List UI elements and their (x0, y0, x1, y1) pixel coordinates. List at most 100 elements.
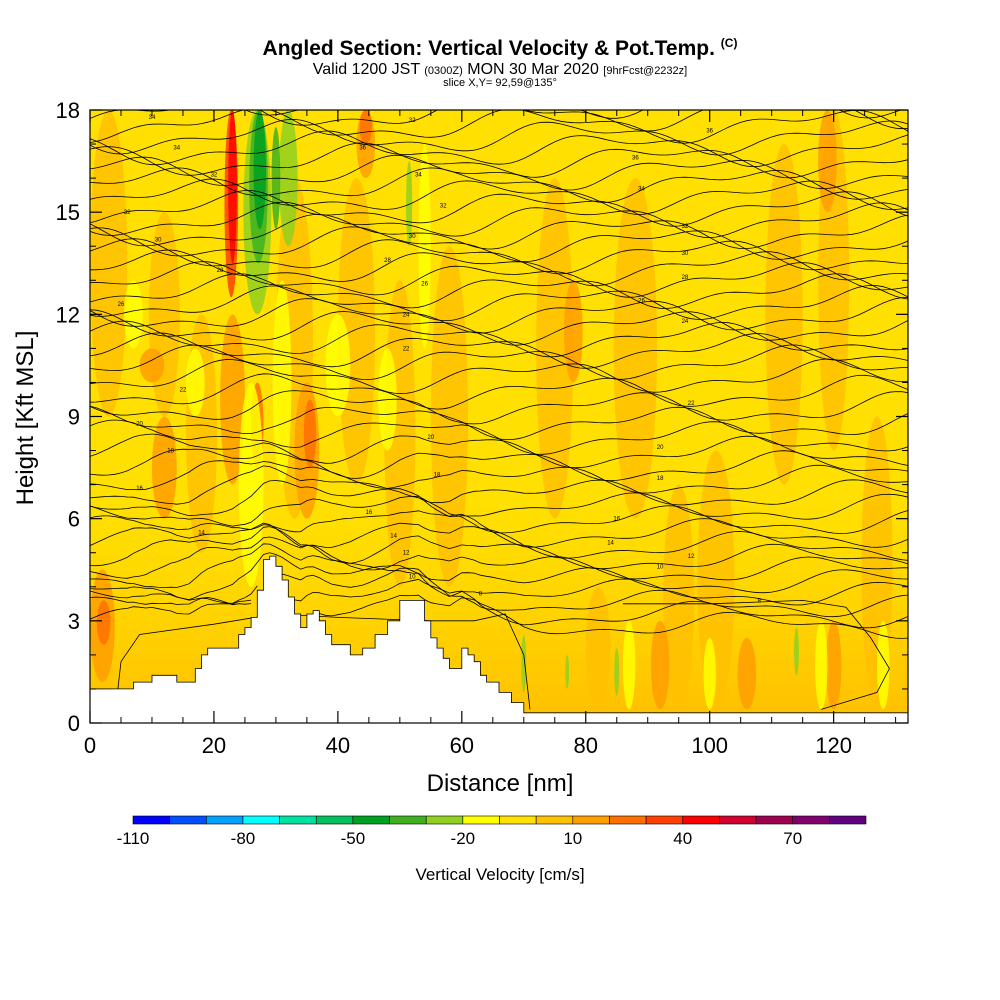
colorbar-swatch (425, 815, 464, 825)
velocity-streak (765, 144, 803, 485)
isentrope-label: 32 (440, 203, 447, 209)
x-tick-label: 100 (691, 733, 728, 758)
isentrope-label: 22 (688, 401, 695, 407)
isentrope-label: 28 (217, 268, 224, 274)
velocity-streak (418, 144, 431, 349)
velocity-streak (279, 110, 298, 247)
colorbar: -110 -80 -50 -20 10 40 70 (117, 815, 867, 848)
zero-contour-left (117, 613, 531, 710)
velocity-streak (220, 314, 245, 485)
isentrope-line (90, 465, 908, 506)
velocity-streak (737, 637, 757, 710)
isentrope-line (90, 142, 908, 179)
colorbar-swatch (132, 815, 170, 825)
isentrope-line (90, 373, 908, 410)
velocity-streak (96, 600, 111, 645)
colorbar-tick-label: -20 (451, 829, 476, 848)
velocity-streak (272, 280, 292, 485)
velocity-streak (564, 280, 583, 383)
subtitle-date: MON 30 Mar 2020 (467, 61, 599, 78)
colorbar-swatch (206, 815, 244, 825)
y-tick-label: 18 (56, 98, 80, 123)
zero-contour-right (622, 599, 890, 710)
isentrope-label: 16 (613, 517, 620, 523)
velocity-streak (614, 648, 620, 696)
velocity-streak (228, 110, 237, 264)
isentrope-label: 26 (421, 282, 428, 288)
colorbar-swatch (535, 815, 574, 825)
velocity-streak (793, 627, 799, 676)
velocity-streak (139, 348, 165, 383)
chart-title: Angled Section: Vertical Velocity & Pot.… (262, 36, 738, 60)
isentrope-line (90, 178, 908, 215)
colorbar-swatch (609, 815, 647, 825)
chart-subtitle: Valid 1200 JST (0300Z) MON 30 Mar 2020 [… (0, 61, 1000, 79)
isentrope-label: 34 (173, 145, 180, 151)
isentrope-label: 18 (434, 472, 441, 478)
velocity-streak (703, 637, 716, 710)
isentrope-label: 36 (706, 128, 713, 134)
colorbar-swatch (352, 815, 390, 825)
isentrope-label: 32 (124, 210, 131, 216)
isentrope-label: 20 (427, 435, 434, 441)
isentrope-label: 24 (682, 319, 689, 325)
colorbar-swatch (499, 815, 537, 825)
isentrope-line (90, 320, 908, 358)
isentrope-label: 30 (155, 237, 162, 243)
colorbar-swatch (792, 815, 830, 825)
subtitle-forecast: [9hrFcst@2232z] (603, 65, 688, 77)
velocity-streak (585, 586, 611, 710)
isentrope-line (90, 460, 908, 494)
velocity-streak (818, 110, 837, 213)
colorbar-tick-label: 40 (673, 829, 692, 848)
isentrope-line (90, 358, 908, 395)
isentrope-label: 26 (118, 302, 125, 308)
colorbar-swatch (279, 815, 317, 825)
chart-slice-label: slice X,Y= 92,59@135° (443, 77, 557, 89)
isentrope-label: 22 (180, 387, 187, 393)
velocity-streak (151, 416, 177, 519)
isentrope-line (90, 249, 908, 287)
isentrope-line (90, 567, 908, 618)
isentrope-label: 36 (359, 145, 366, 151)
velocity-streak (359, 110, 372, 145)
colorbar-swatch (169, 815, 207, 825)
velocity-streak (536, 178, 574, 519)
colorbar-swatch (572, 815, 610, 825)
colorbar-swatch (755, 815, 793, 825)
colorbar-swatch (829, 815, 867, 825)
isentrope-label: 18 (167, 449, 174, 455)
isentrope-label: 16 (366, 510, 373, 516)
isentrope-label: 14 (607, 541, 614, 547)
velocity-streak (303, 399, 317, 468)
velocity-streak (90, 110, 128, 417)
subtitle-valid-time: Valid 1200 JST (312, 61, 420, 78)
isentrope-line (90, 405, 908, 440)
colorbar-swatch (242, 815, 280, 825)
velocity-streak (613, 178, 658, 519)
velocity-streak (650, 620, 670, 710)
isentrope-label: 26 (638, 299, 645, 305)
isentrope-label: 34 (415, 173, 422, 179)
isentrope-label: 32 (211, 173, 218, 179)
colorbar-tick-label: 70 (783, 829, 802, 848)
velocity-streak (337, 178, 376, 485)
isentrope-line (90, 118, 908, 156)
colorbar-swatch (682, 815, 720, 825)
y-tick-label: 12 (56, 302, 80, 327)
title-suffix: (C) (720, 36, 738, 50)
y-tick-label: 0 (68, 711, 80, 736)
isentrope-label: 12 (688, 554, 695, 560)
isentrope-label: 14 (198, 530, 205, 536)
isentrope-line (90, 167, 908, 203)
isentrope-label: 16 (136, 486, 143, 492)
colorbar-tick-label: -110 (117, 829, 150, 848)
colorbar-title: Vertical Velocity [cm/s] (415, 865, 584, 884)
isentrope-line (90, 594, 908, 639)
x-tick-label: 60 (450, 733, 474, 758)
isentrope-label: 32 (409, 118, 416, 124)
y-tick-label: 9 (68, 405, 80, 430)
isentrope-label: 10 (409, 575, 416, 581)
isentrope-line (90, 578, 908, 629)
isentrope-line (90, 130, 908, 168)
